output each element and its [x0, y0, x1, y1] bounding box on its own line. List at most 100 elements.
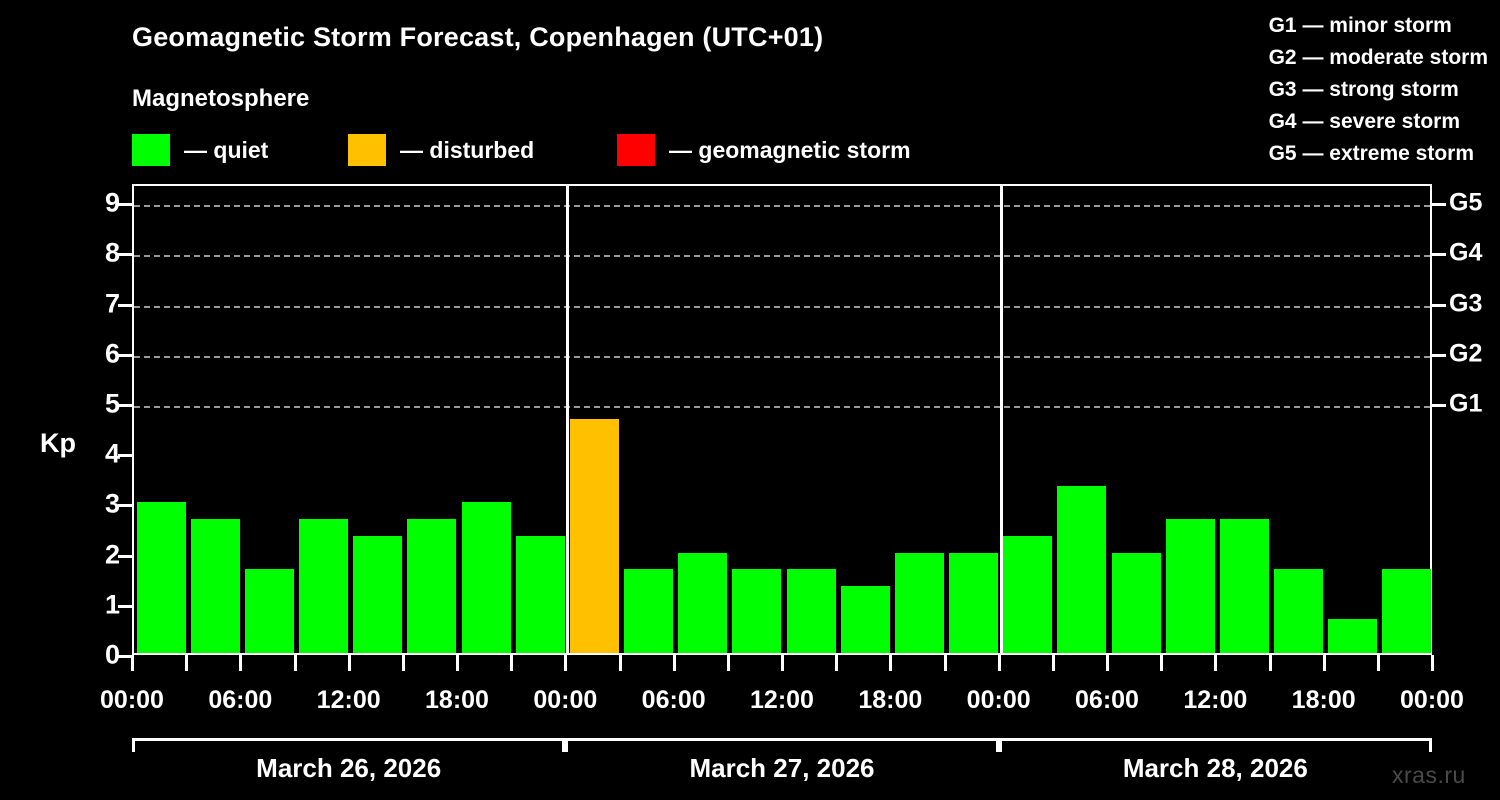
bar [461, 502, 511, 653]
y-axis-tick [118, 604, 132, 608]
bar [299, 518, 349, 653]
legend-item-1: — disturbed [348, 133, 534, 167]
gridline-kp-8 [134, 255, 1430, 258]
bar [840, 586, 890, 653]
x-axis-tick [510, 655, 514, 671]
gridline-kp-5 [134, 406, 1430, 408]
plot-area [132, 184, 1432, 655]
y-axis-tick-label: 9 [104, 187, 120, 218]
storm-scale-row-4: G4 — severe storm [1268, 110, 1461, 133]
x-axis-tick [726, 655, 730, 671]
y-axis-tick-label: 2 [104, 539, 120, 570]
watermark: xras.ru [1392, 762, 1466, 788]
bar [1382, 569, 1432, 653]
x-axis-tick [618, 655, 622, 671]
y-axis-title: Kp [40, 428, 76, 458]
bar [949, 552, 999, 653]
legend-item-label: — disturbed [400, 136, 535, 163]
x-axis-tick [1106, 655, 1109, 671]
storm-scale-row-5: G5 — extreme storm [1268, 142, 1475, 165]
legend-item-0: — quiet [132, 133, 268, 167]
x-axis-tick [239, 655, 243, 671]
bar [1111, 552, 1161, 653]
bar [407, 518, 457, 653]
day-label: March 26, 2026 [256, 753, 442, 783]
x-axis-tick [1431, 655, 1434, 671]
quiet-swatch [132, 134, 170, 166]
y-axis-tick-label: 6 [104, 338, 120, 369]
x-axis-tick-label: 06:00 [208, 686, 273, 714]
legend-item-2: — geomagnetic storm [617, 133, 911, 167]
bar [244, 569, 294, 653]
bar [1165, 518, 1215, 653]
day-label: March 28, 2026 [1122, 753, 1308, 783]
storm-scale-legend: G1 — minor storm G2 — moderate storm G3 — … [1269, 10, 1488, 170]
x-axis-tick-label: 00:00 [966, 686, 1031, 714]
y-axis-tick-label: 4 [104, 438, 120, 469]
x-axis-tick-label: 00:00 [100, 686, 164, 714]
storm-swatch [617, 134, 655, 166]
x-axis-tick [889, 655, 893, 671]
bar [786, 569, 836, 653]
day-bracket-1 [132, 738, 566, 752]
g-axis-tick-label: G4 [1449, 238, 1483, 267]
day-label: March 27, 2026 [689, 753, 875, 783]
x-axis-tick [347, 655, 351, 671]
bar [894, 552, 944, 653]
disturbed-swatch [348, 134, 386, 166]
x-axis-tick [1214, 655, 1218, 671]
y-axis-tick [118, 655, 132, 658]
x-axis-tick-label: 00:00 [1400, 686, 1464, 714]
x-axis-tick-label: 12:00 [1183, 686, 1248, 714]
x-axis-tick-label: 12:00 [750, 686, 814, 714]
x-axis-tick-label: 18:00 [1291, 686, 1356, 714]
x-axis-tick-label: 06:00 [1075, 686, 1139, 714]
x-axis-tick [997, 655, 1001, 671]
x-axis-tick-label: 00:00 [533, 686, 598, 714]
page-title: Geomagnetic Storm Forecast, Copenhagen (… [132, 22, 824, 52]
y-axis-tick [118, 253, 132, 257]
bar [678, 552, 728, 653]
x-axis-tick [1268, 655, 1272, 671]
bar [1274, 569, 1324, 653]
legend-item-label: — geomagnetic storm [669, 136, 911, 163]
x-axis-tick [835, 655, 839, 671]
storm-scale-row-1: G1 — minor storm [1268, 14, 1452, 37]
x-axis-tick-label: 18:00 [425, 686, 489, 714]
g-axis-tick-label: G1 [1449, 389, 1483, 418]
g-axis-tick [1432, 404, 1446, 407]
bar [136, 502, 186, 653]
g-axis-tick [1432, 303, 1446, 307]
bar [1057, 485, 1107, 653]
g-axis-tick [1432, 353, 1446, 357]
x-axis-tick [401, 655, 405, 671]
y-axis-tick-label: 5 [104, 388, 120, 419]
storm-scale-row-2: G2 — moderate storm [1268, 46, 1488, 69]
gridline-kp-9 [134, 205, 1430, 208]
y-axis-tick [118, 554, 132, 558]
bar [569, 418, 619, 653]
x-axis-tick [1376, 655, 1380, 671]
bar [1003, 536, 1053, 653]
g-axis-tick-label: G5 [1449, 188, 1483, 217]
bar [732, 569, 782, 653]
day-separator-1 [566, 186, 570, 653]
y-axis-tick [118, 303, 132, 307]
x-axis-tick [131, 655, 134, 671]
day-bracket-3 [998, 738, 1432, 752]
x-axis-tick [1160, 655, 1164, 671]
g-axis-tick [1432, 253, 1446, 257]
y-axis-tick [118, 504, 132, 508]
x-axis-tick [1051, 655, 1055, 671]
g-axis-tick-label: G2 [1449, 339, 1483, 368]
bar [624, 569, 674, 653]
y-axis-tick-label: 7 [104, 288, 120, 319]
y-axis-tick-label: 3 [104, 488, 120, 519]
g-axis-tick-label: G3 [1449, 289, 1483, 318]
x-axis-tick [943, 655, 947, 671]
x-axis-tick [293, 655, 297, 671]
x-axis-tick [185, 655, 189, 671]
bar [515, 536, 565, 653]
bar [353, 536, 403, 653]
